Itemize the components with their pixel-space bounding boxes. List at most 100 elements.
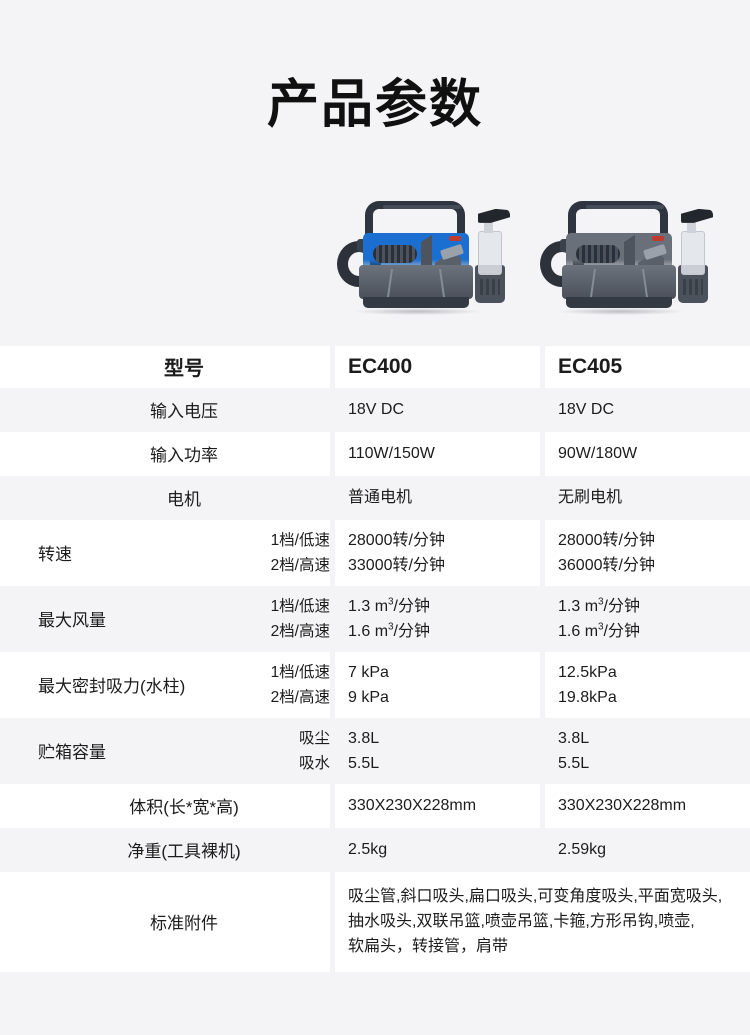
product-spec-page: 产品参数 [0, 35, 750, 972]
table-row: 转速 1档/低速 2档/高速 28000转/分钟 33000转/分钟 28000转/分钟 3… [0, 519, 750, 586]
product-image-strip [0, 195, 750, 320]
column-gap [540, 475, 545, 520]
spray-bottle [478, 230, 502, 275]
column-gap [540, 783, 545, 828]
column-gap [330, 475, 335, 520]
row-label-cell: 输入电压 [0, 388, 330, 432]
column-gap [330, 717, 335, 784]
row-label-cell: 体积(长*宽*高) [0, 784, 330, 828]
row-label: 最大风量 [38, 611, 106, 631]
row-label: 体积(长*宽*高) [129, 798, 239, 818]
column-gap [330, 519, 335, 586]
row-label-cell: 标准附件 [0, 872, 330, 972]
column-gap [330, 783, 335, 828]
spray-trigger-icon [681, 208, 713, 223]
cell-ec405: 3.8L 5.5L [558, 729, 590, 772]
cell-ec400: 普通电机 [348, 489, 413, 507]
cell-ec400: 110W/150W [348, 445, 435, 463]
cell-ec405: 90W/180W [558, 445, 638, 463]
spray-bottle-neck [484, 220, 493, 233]
column-gap [540, 717, 545, 784]
row-sublabels: 1档/低速 2档/高速 [270, 531, 330, 574]
table-row-accessories: 标准附件 吸尘管,斜口吸头,扁口吸头,可变角度吸头,平面宽吸头, 抽水吸头,双联吊篮… [0, 871, 750, 972]
table-row: 体积(长*宽*高) 330X230X228mm 330X230X228mm [0, 783, 750, 828]
row-label: 贮箱容量 [38, 743, 106, 763]
machine-base [566, 296, 672, 308]
accessory-tray [562, 264, 676, 299]
carry-handle [568, 200, 668, 253]
row-sublabels: 吸尘 吸水 [298, 729, 330, 772]
row-label-cell: 最大风量 1档/低速 2档/高速 [0, 586, 330, 652]
column-gap [330, 585, 335, 652]
cell-ec405: 2.59kg [558, 841, 607, 859]
table-row: 最大密封吸力(水柱) 1档/低速 2档/高速 7 kPa 9 kPa 12.5kPa 19.… [0, 651, 750, 718]
cell-ec405: 1.3 m3/分钟 1.6 m3/分钟 [558, 596, 640, 640]
column-gap [330, 387, 335, 432]
column-gap [540, 345, 545, 388]
row-label-cell: 电机 [0, 476, 330, 520]
cell-ec400: 3.8L 5.5L [348, 729, 380, 772]
spec-table: 型号 EC400 EC405 输入电压 18V DC 18V DC 输入功率 110W/150… [0, 345, 750, 972]
table-row: 净重(工具裸机) 2.5kg 2.59kg [0, 827, 750, 872]
row-sublabels: 1档/低速 2档/高速 [270, 597, 330, 640]
carry-handle [365, 200, 465, 253]
product-image-ec405 [538, 195, 736, 320]
column-gap [330, 345, 335, 388]
row-label-cell: 转速 1档/低速 2档/高速 [0, 520, 330, 586]
cell-ec400: 18V DC [348, 401, 405, 419]
spray-trigger-icon [478, 208, 510, 223]
row-label: 最大密封吸力(水柱) [38, 677, 186, 697]
column-gap [330, 827, 335, 872]
product-image-ec400 [335, 195, 533, 320]
column-gap [540, 387, 545, 432]
table-row: 输入功率 110W/150W 90W/180W [0, 431, 750, 476]
table-row: 贮箱容量 吸尘 吸水 3.8L 5.5L 3.8L 5.5L [0, 717, 750, 784]
product-shadow [558, 307, 684, 315]
cell-accessories: 吸尘管,斜口吸头,扁口吸头,可变角度吸头,平面宽吸头, 抽水吸头,双联吊篮,喷壶吊… [348, 888, 723, 956]
cell-ec405: 12.5kPa 19.8kPa [558, 663, 617, 706]
column-gap [540, 651, 545, 718]
spray-bottle [681, 230, 705, 275]
cell-ec405: 28000转/分钟 36000转/分钟 [558, 531, 655, 574]
table-row: 输入电压 18V DC 18V DC [0, 387, 750, 432]
row-label-cell: 型号 [0, 346, 330, 388]
nozzle-tool [624, 234, 635, 275]
machine-base [363, 296, 469, 308]
column-gap [540, 519, 545, 586]
row-label-cell: 净重(工具裸机) [0, 828, 330, 872]
row-label: 电机 [167, 490, 201, 510]
cell-ec400: 28000转/分钟 33000转/分钟 [348, 531, 445, 574]
column-gap [330, 651, 335, 718]
cell-ec405: 18V DC [558, 401, 615, 419]
accessory-tray [359, 264, 473, 299]
table-row: 电机 普通电机 无刷电机 [0, 475, 750, 520]
row-sublabels: 1档/低速 2档/高速 [270, 663, 330, 706]
row-label-cell: 最大密封吸力(水柱) 1档/低速 2档/高速 [0, 652, 330, 718]
row-label: 型号 [164, 358, 204, 381]
row-label-cell: 贮箱容量 吸尘 吸水 [0, 718, 330, 784]
column-gap [540, 431, 545, 476]
column-gap [540, 585, 545, 652]
row-label: 转速 [38, 545, 72, 565]
cell-ec405: EC405 [558, 355, 623, 379]
cell-ec400: 2.5kg [348, 841, 388, 859]
cell-ec405: 330X230X228mm [558, 797, 687, 815]
row-label: 净重(工具裸机) [127, 842, 241, 862]
spray-bottle-neck [687, 220, 696, 233]
table-header-row: 型号 EC400 EC405 [0, 345, 750, 388]
cell-ec400: EC400 [348, 355, 413, 379]
cell-ec400: 330X230X228mm [348, 797, 477, 815]
row-label: 输入电压 [150, 402, 218, 422]
cell-ec400: 1.3 m3/分钟 1.6 m3/分钟 [348, 596, 430, 640]
cell-ec405: 无刷电机 [558, 489, 623, 507]
product-shadow [355, 307, 481, 315]
table-row: 最大风量 1档/低速 2档/高速 1.3 m3/分钟 1.6 m3/分钟 1.3 m3/分… [0, 585, 750, 652]
column-gap [330, 871, 335, 972]
column-gap [540, 827, 545, 872]
nozzle-tool [421, 234, 432, 275]
row-label: 输入功率 [150, 446, 218, 466]
cell-ec400: 7 kPa 9 kPa [348, 663, 389, 706]
row-label: 标准附件 [150, 914, 218, 934]
row-label-cell: 输入功率 [0, 432, 330, 476]
page-title: 产品参数 [266, 75, 483, 134]
